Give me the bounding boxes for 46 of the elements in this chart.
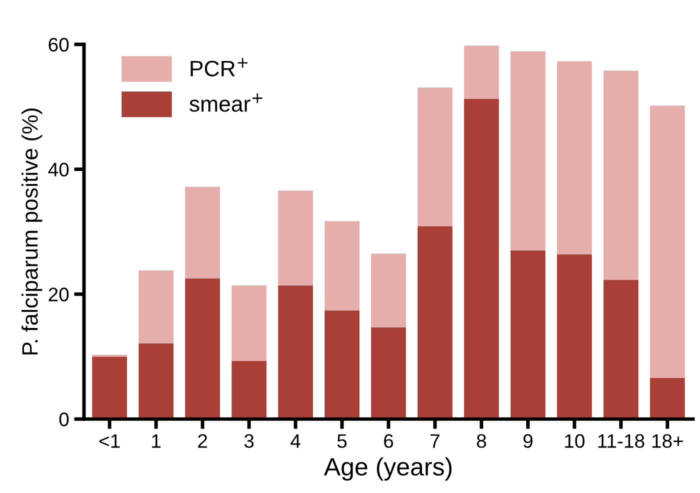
bar: [278, 285, 313, 420]
legend-label: smear$^{+}$: [190, 93, 262, 112]
bar: [650, 106, 685, 378]
y-tick-label: 0: [59, 412, 69, 426]
bar: [185, 278, 220, 420]
bar: [92, 356, 127, 420]
x-tick-label: 8: [476, 434, 486, 448]
bar: [418, 87, 452, 226]
bar: [371, 327, 406, 420]
bar: [371, 254, 406, 328]
bar: [604, 70, 638, 280]
bar: [232, 285, 266, 361]
bar: [138, 270, 174, 344]
x-tick-label: 2: [198, 434, 207, 448]
x-tick-label: 5: [337, 434, 347, 448]
y-tick-label: 20: [48, 288, 69, 302]
bar: [557, 254, 592, 420]
bar: [232, 360, 266, 420]
bar: [510, 250, 546, 420]
x-tick-label: 18+: [652, 434, 683, 448]
bar: [324, 221, 360, 310]
legend-label: PCR$^{+}$: [190, 58, 248, 76]
x-axis-title: Age (years): [324, 457, 452, 481]
y-tick-label: 40: [48, 162, 69, 176]
x-tick-label: 9: [523, 434, 532, 448]
x-tick-label: 7: [430, 434, 440, 448]
bar: [510, 51, 546, 250]
bar: [464, 46, 499, 99]
bar: [650, 378, 685, 420]
bar: [557, 61, 592, 254]
x-tick-label: <1: [99, 434, 120, 448]
bar: [185, 186, 220, 279]
x-tick-label: 6: [384, 434, 394, 448]
bar: [138, 343, 174, 420]
bar: [418, 226, 452, 420]
bar: [464, 98, 499, 420]
x-tick-label: 4: [290, 434, 300, 448]
x-tick-label: 10: [565, 434, 585, 448]
y-tick-label: 60: [48, 38, 69, 52]
bar: [278, 190, 313, 286]
bar: [324, 310, 360, 420]
x-tick-label: 1: [152, 434, 161, 448]
bar: [604, 280, 638, 420]
x-tick-label: 3: [244, 434, 254, 448]
x-tick-label: 11-18: [598, 434, 644, 448]
y-axis-title: P. falciparum positive (%): [22, 108, 42, 354]
